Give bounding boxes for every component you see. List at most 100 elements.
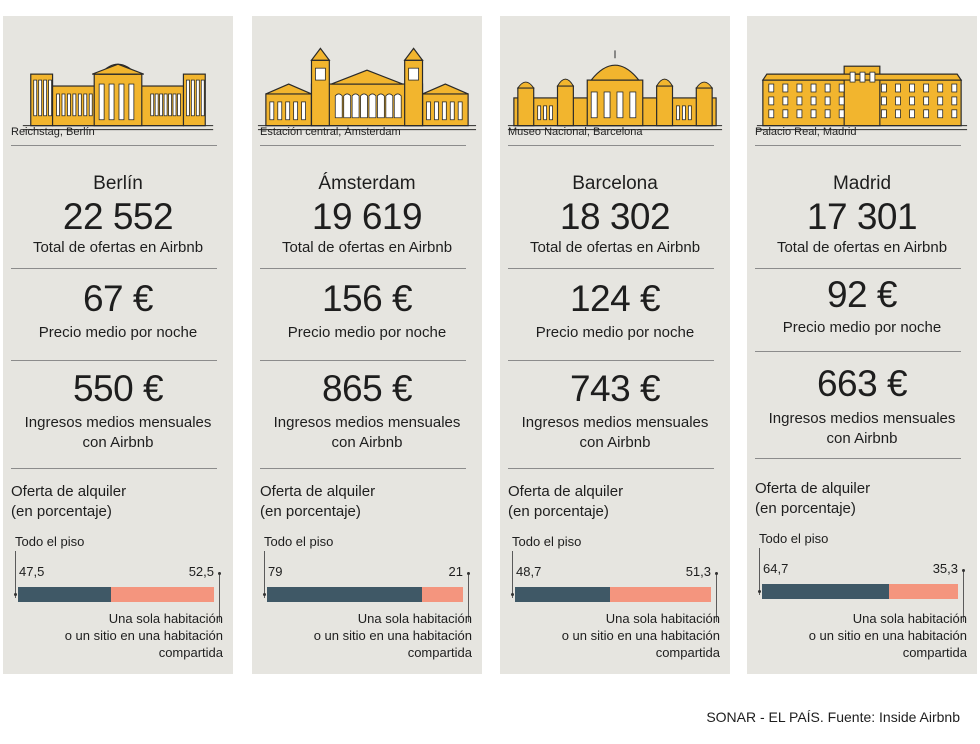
building-caption: Estación central, Ámsterdam [260,126,401,138]
legend-single-room-line3: compartida [902,645,967,660]
offer-title-line1: Oferta de alquiler [508,483,624,500]
average-price: 124 € [569,278,661,319]
leader-dot [263,593,266,596]
income-label-line2: con Airbnb [579,434,651,451]
income-label-line1: Ingresos medios mensuales [273,414,461,431]
value-whole-apartment: 64,7 [763,561,789,576]
city-card-2: Museo Nacional, Barcelona Barcelona 18 302… [500,16,730,674]
offer-title-line2: (en porcentaje) [260,503,361,520]
legend-single-room-line1: Una sola habitación [852,611,967,626]
palacio-real-icon [756,65,968,131]
listings-count: 17 301 [806,196,918,237]
value-single-room: 21 [448,564,463,579]
offer-title-line2: (en porcentaje) [508,503,609,520]
leader-line [512,551,513,598]
divider [11,360,217,361]
divider [755,351,961,352]
leader-line [963,569,964,622]
income-label-line1: Ingresos medios mensuales [24,414,212,431]
listings-count: 22 552 [62,196,174,237]
legend-single-room-line1: Una sola habitación [108,611,223,626]
building-caption: Palacio Real, Madrid [755,126,857,138]
leader-line [468,572,469,622]
divider [11,268,217,269]
offer-title-line1: Oferta de alquiler [260,483,376,500]
average-price: 156 € [321,278,413,319]
income-label-line2: con Airbnb [82,434,154,451]
bar-whole-apartment [762,584,889,599]
value-whole-apartment: 79 [268,564,283,579]
bar-single-room [111,587,214,602]
leader-line [264,551,265,598]
average-income: 743 € [569,368,661,409]
listings-count: 19 619 [311,196,423,237]
legend-whole-apartment: Todo el piso [264,534,334,549]
legend-whole-apartment: Todo el piso [759,531,829,546]
average-income: 865 € [321,368,413,409]
leader-line [15,551,16,598]
listings-label: Total de ofertas en Airbnb [776,239,948,256]
divider [260,360,466,361]
legend-single-room-line3: compartida [407,645,472,660]
divider [508,268,714,269]
city-name: Ámsterdam [318,173,416,194]
leader-dot [14,593,17,596]
divider [508,145,714,146]
city-name: Madrid [832,173,892,194]
legend-single-room-line2: o un sitio en una habitación [808,628,967,643]
income-label-line1: Ingresos medios mensuales [521,414,709,431]
listings-label: Total de ofertas en Airbnb [32,239,204,256]
bar-whole-apartment [515,587,611,602]
divider [755,145,961,146]
city-card-0: Reichstag, Berlín Berlín 22 552 Total de of… [3,16,233,674]
legend-single-room-line3: compartida [158,645,223,660]
bar-whole-apartment [267,587,422,602]
value-whole-apartment: 47,5 [19,564,45,579]
average-income: 663 € [816,363,908,404]
building-caption: Reichstag, Berlín [11,126,95,138]
share-bar [18,587,214,602]
listings-count: 18 302 [559,196,671,237]
income-label-line2: con Airbnb [331,434,403,451]
bar-single-room [888,584,958,599]
leader-dot [467,572,470,575]
offer-title-line1: Oferta de alquiler [11,483,127,500]
legend-single-room-line2: o un sitio en una habitación [313,628,472,643]
centraal-station-icon [257,47,477,131]
city-name: Barcelona [572,173,658,194]
leader-dot [511,593,514,596]
leader-line [759,548,760,595]
value-single-room: 35,3 [932,561,958,576]
listings-label: Total de ofertas en Airbnb [529,239,701,256]
leader-line [219,572,220,622]
building-caption: Museo Nacional, Barcelona [508,126,643,138]
value-single-room: 51,3 [685,564,711,579]
average-income: 550 € [72,368,164,409]
city-card-1: Estación central, Ámsterdam Ámsterdam 19 6… [252,16,482,674]
legend-single-room-line2: o un sitio en una habitación [561,628,720,643]
divider [11,145,217,146]
divider [508,468,714,469]
price-label: Precio medio por noche [535,324,695,341]
leader-dot [758,590,761,593]
divider [260,268,466,269]
income-label-line2: con Airbnb [826,430,898,447]
leader-dot [962,569,965,572]
divider [508,360,714,361]
share-bar [515,587,711,602]
price-label: Precio medio por noche [38,324,198,341]
leader-dot [715,572,718,575]
bar-whole-apartment [18,587,112,602]
bar-single-room [610,587,711,602]
reichstag-icon [22,63,214,131]
average-price: 67 € [82,278,154,319]
price-label: Precio medio por noche [287,324,447,341]
city-card-3: Palacio Real, Madrid Madrid 17 301 Total de… [747,16,977,674]
source-note: SONAR - EL PAÍS. Fuente: Inside Airbnb [706,709,960,725]
legend-single-room-line3: compartida [655,645,720,660]
share-bar [762,584,958,599]
leader-dot [218,572,221,575]
city-name: Berlín [93,173,143,194]
value-whole-apartment: 48,7 [516,564,542,579]
divider [755,458,961,459]
